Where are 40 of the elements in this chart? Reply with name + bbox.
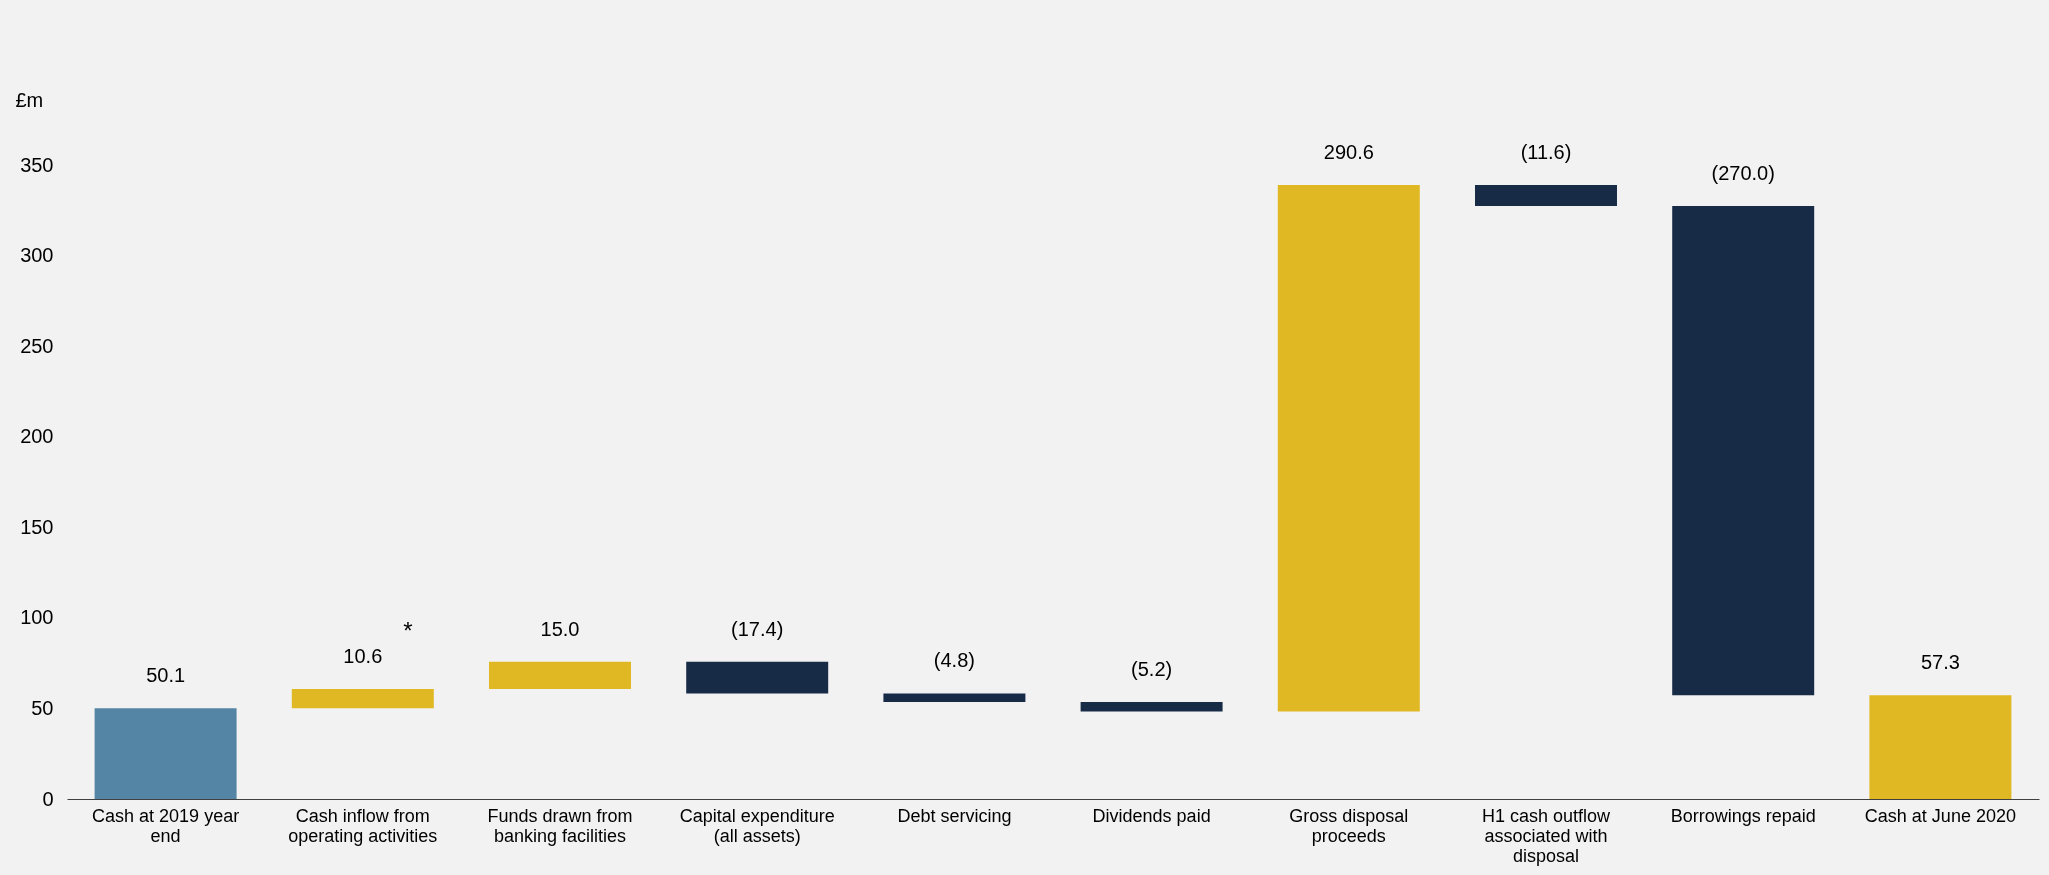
x-tick-label: Borrowings repaid — [1670, 805, 1816, 826]
data-label: 57.3 — [1920, 651, 1960, 674]
bar — [489, 661, 631, 690]
data-label: 290.6 — [1323, 141, 1374, 164]
x-tick-label: Cash at 2019 year end — [92, 805, 240, 846]
data-label: (5.2) — [1131, 658, 1173, 681]
data-label: 10.6 — [343, 645, 383, 668]
y-axis-title: £m — [15, 88, 44, 111]
bar — [686, 661, 829, 694]
bar — [291, 689, 434, 709]
y-tick-label: 0 — [42, 787, 54, 810]
bar — [1277, 185, 1420, 712]
bar — [1672, 206, 1815, 696]
x-tick-label: Funds drawn from banking facilities — [487, 805, 633, 846]
bar — [1869, 695, 2012, 799]
x-tick-label: Cash at June 2020 — [1864, 805, 2016, 826]
bar — [94, 708, 237, 799]
data-label: 50.1 — [146, 664, 186, 687]
data-label: 15.0 — [540, 617, 580, 640]
data-label: (4.8) — [933, 649, 975, 672]
bar — [1080, 702, 1223, 712]
x-tick-label: Cash inflow from operating activities — [288, 805, 438, 846]
x-tick-label: Dividends paid — [1092, 805, 1211, 826]
y-tick-label: 100 — [20, 606, 54, 629]
x-tick-label: Capital expenditure (all assets) — [679, 805, 835, 846]
x-tick-label: Gross disposal proceeds — [1289, 805, 1409, 846]
data-label: (17.4) — [731, 617, 784, 640]
data-label: (11.6) — [1520, 141, 1572, 164]
y-tick-label: 350 — [20, 153, 54, 176]
annotation: * — [403, 617, 413, 645]
y-tick-label: 200 — [20, 425, 54, 448]
y-tick-label: 250 — [20, 334, 54, 357]
bar — [883, 693, 1026, 703]
data-label: (270.0) — [1711, 162, 1775, 185]
y-tick-label: 50 — [31, 696, 54, 719]
x-tick-label: Debt servicing — [897, 805, 1012, 826]
y-tick-label: 150 — [20, 515, 54, 538]
y-tick-label: 300 — [20, 244, 54, 267]
x-tick-label: H1 cash outflow associated with disposal — [1481, 805, 1612, 866]
bar — [1475, 185, 1617, 207]
